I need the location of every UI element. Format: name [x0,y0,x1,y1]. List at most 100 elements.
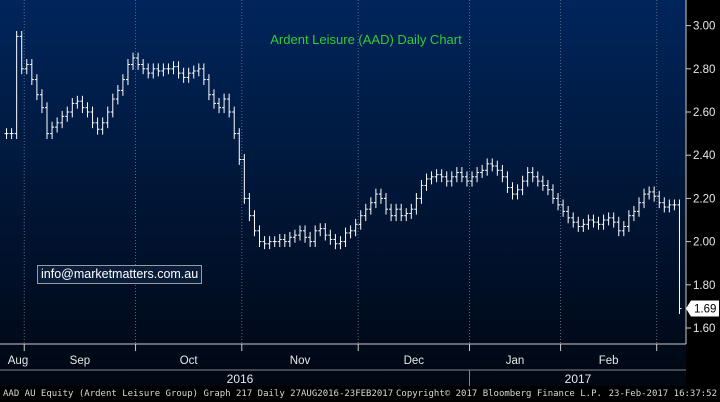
price-bar [510,182,515,200]
price-bar [626,210,631,232]
price-bar [601,214,606,230]
price-bar [196,63,201,77]
price-bar [257,225,262,247]
price-bar [586,214,591,230]
price-bar [191,65,196,79]
price-bar [232,106,237,139]
price-bar [414,193,419,215]
year-label: 2016 [227,372,254,386]
price-bar [171,61,176,75]
price-bar [308,231,313,247]
price-bar [399,203,404,222]
price-bar [333,234,338,250]
price-bar [495,160,500,176]
price-bar [475,167,480,183]
y-tick-label: 2.80 [693,64,715,76]
price-bar [136,52,141,70]
price-bar [419,180,424,204]
price-bar [272,236,277,247]
price-bar [515,184,520,200]
price-bar [146,63,151,79]
price-bar [454,167,459,183]
price-bar [596,216,601,230]
price-bar [540,175,545,191]
price-bar [667,199,672,213]
price-bar [368,197,373,215]
price-bar [141,59,146,75]
price-bar [24,59,29,75]
price-bar [237,128,242,165]
price-bar [206,74,211,101]
price-bar [80,95,85,114]
x-tick-label: Feb [599,355,619,367]
price-bar [429,171,434,185]
price-bar [621,221,626,237]
price-bar [267,236,272,250]
price-bar [166,63,171,75]
price-bar [100,117,105,135]
price-bar [404,208,409,222]
y-axis: 3.00 2.80 2.60 2.40 2.20 2.00 1.80 1.60 1.69 [685,0,719,344]
price-bar [449,171,454,187]
price-bar [464,171,469,187]
price-bar [287,231,292,247]
x-tick-label: Oct [180,355,199,367]
price-bar [378,188,383,204]
year-label: 2017 [565,372,592,386]
price-bar [439,169,444,183]
price-bar [611,212,616,228]
price-bar [338,236,343,250]
price-bar [95,117,100,135]
x-tick-label: Jan [506,355,525,367]
price-bar [60,110,65,129]
footer-bar: AAD AU Equity (Ardent Leisure Group) Gra… [0,386,720,402]
price-bar [55,117,60,133]
price-bar [394,203,399,222]
price-bar [45,102,50,139]
price-bar [282,234,287,247]
price-bar [328,229,333,245]
price-bar [242,154,247,204]
y-tick-label: 2.00 [693,237,715,249]
price-bar [313,225,318,247]
price-bar [389,203,394,222]
price-bar [247,193,252,222]
x-tick-label: Aug [8,355,28,367]
price-bar [4,128,9,139]
price-bar [70,97,75,118]
last-price-box [686,300,719,317]
price-bar [131,52,136,70]
price-bar [29,59,34,85]
price-bar [292,229,297,243]
price-bar [181,67,186,83]
price-bar [303,225,308,243]
price-bar [9,128,14,139]
y-tick-label: 2.20 [693,193,715,205]
price-bar [616,216,621,237]
price-bar [384,193,389,215]
y-tick-label: 3.00 [693,21,715,33]
price-bar [591,214,596,228]
price-bar [677,199,682,314]
price-bar [373,188,378,209]
chart-title: Ardent Leisure (AAD) Daily Chart [270,32,462,47]
price-bar [505,171,510,193]
price-bar [485,158,490,176]
gridlines [23,0,658,344]
price-bar [672,199,677,211]
price-bar [662,197,667,213]
last-price-marker: 1.69 [686,300,719,317]
footer-security: AAD AU Equity (Ardent Leisure Group) Gra… [3,389,394,399]
price-bar [470,171,475,187]
price-bar [459,167,464,183]
price-bar [353,218,358,237]
price-bar [14,31,19,139]
price-bar [566,205,571,224]
price-bar [19,31,24,75]
last-price-label: 1.69 [694,304,716,316]
x-tick-label: Sep [70,355,90,367]
price-bar [550,184,555,204]
price-bar [262,236,267,250]
y-tick-label: 2.60 [693,107,715,119]
